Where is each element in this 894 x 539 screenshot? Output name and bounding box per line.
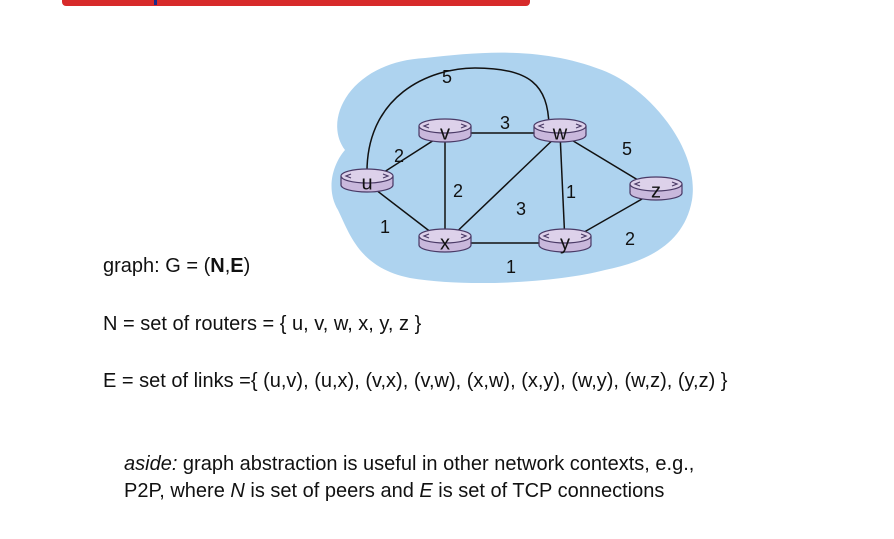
link-cost-v-x: 2: [453, 181, 463, 201]
graph-definition: graph: G = (N,E): [103, 255, 250, 278]
router-arrows-icon: [422, 233, 468, 239]
graph-def-prefix: graph: G = (: [103, 255, 211, 277]
aside-line2-b: is set of peers and: [244, 480, 420, 502]
link-cost-v-w: 3: [500, 113, 510, 133]
router-label-x: x: [440, 232, 450, 254]
router-arrows-icon: [542, 233, 588, 239]
graph-def-suffix: ): [243, 255, 251, 277]
router-arrows-icon: [537, 123, 583, 129]
router-arrows-icon: [633, 181, 679, 187]
router-y: y: [538, 228, 592, 254]
router-label-u: u: [361, 172, 372, 194]
router-label-y: y: [560, 232, 570, 254]
router-v: v: [418, 118, 472, 144]
aside-line2-E: E: [419, 480, 433, 502]
link-cost-w-y: 1: [566, 182, 576, 202]
link-x-w: [444, 132, 561, 244]
network-cloud: [331, 52, 693, 284]
title-underline-bar: [62, 0, 530, 6]
title-text-remnant: [154, 0, 157, 5]
router-w: w: [533, 118, 587, 144]
aside-line2-a: P2P, where: [124, 480, 231, 502]
link-cost-u-x: 1: [380, 217, 390, 237]
router-x: x: [418, 228, 472, 254]
link-cost-x-y: 1: [506, 257, 516, 277]
link-cost-u-w: 5: [442, 67, 452, 87]
router-label-v: v: [440, 122, 450, 144]
link-cost-y-z: 2: [625, 229, 635, 249]
link-costs-layer: 2 1 5 3 2 3 1 1 5 2: [380, 67, 635, 277]
aside-line2-N: N: [230, 480, 245, 502]
aside-line2-c: is set of TCP connections: [432, 480, 665, 502]
nodes-definition: N = set of routers = { u, v, w, x, y, z …: [103, 313, 422, 335]
aside-line-2: P2P, where N is set of peers and E is se…: [124, 480, 664, 503]
link-cost-w-z: 5: [622, 139, 632, 159]
routers-layer: u v w x y z: [340, 118, 683, 254]
link-cost-x-w: 3: [516, 199, 526, 219]
aside-line1-rest: graph abstraction is useful in other net…: [177, 453, 695, 475]
router-u: u: [340, 168, 394, 194]
edges-definition: E = set of links ={ (u,v), (u,x), (v,x),…: [103, 370, 728, 392]
graph-def-comma: ,: [224, 255, 231, 277]
graph-def-E: E: [230, 255, 244, 277]
link-cost-u-v: 2: [394, 146, 404, 166]
router-z: z: [629, 176, 683, 202]
graph-def-N: N: [210, 255, 225, 277]
router-arrows-icon: [344, 173, 390, 179]
link-w-y: [559, 132, 566, 244]
link-u-w: [366, 67, 550, 177]
router-label-z: z: [651, 180, 661, 202]
aside-label: aside:: [124, 453, 178, 475]
aside-line-1: aside: graph abstraction is useful in ot…: [124, 453, 694, 476]
router-arrows-icon: [422, 123, 468, 129]
router-label-w: w: [552, 122, 568, 144]
